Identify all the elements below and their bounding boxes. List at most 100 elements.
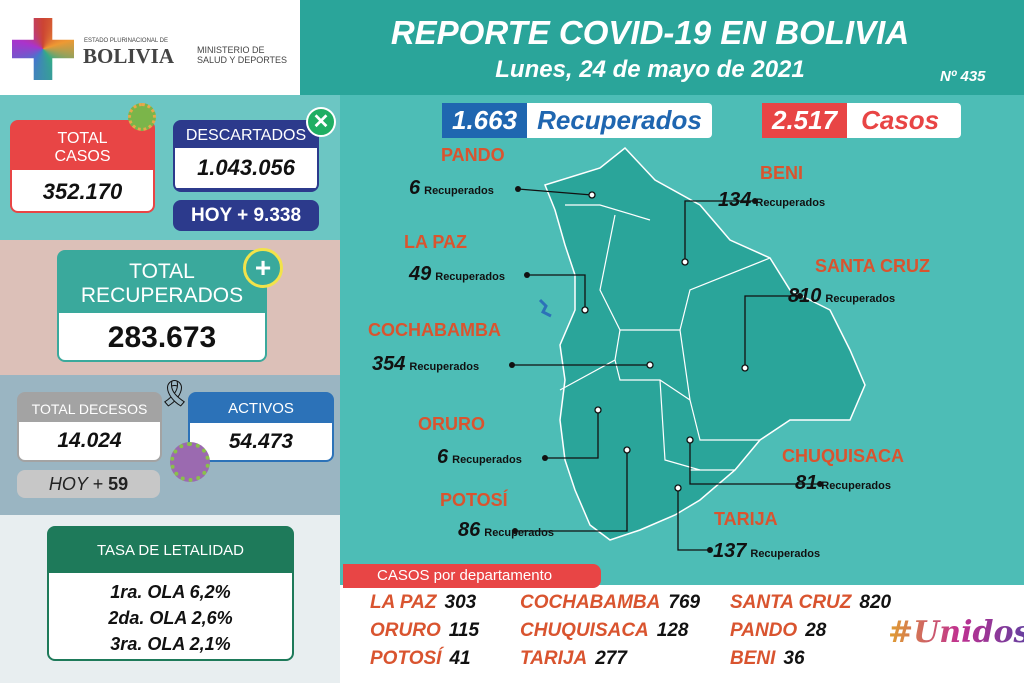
label: TASA DE LETALIDAD [97, 542, 244, 559]
dept-value: 36 [783, 648, 805, 669]
value: 2.517 [762, 103, 848, 138]
dept-name: PANDO [730, 620, 798, 641]
label: TOTAL [57, 130, 108, 147]
unidos-logo: #Unidos [888, 615, 1024, 650]
dept-name: COCHABAMBA [520, 592, 661, 613]
report-date: Lunes, 24 de mayo de 2021 [495, 56, 805, 83]
casos-row: TARIJA 277 [520, 648, 627, 670]
map-dept-name: COCHABAMBA [368, 320, 501, 340]
map-dept-value: 6 Recuperados [437, 446, 522, 469]
label: TOTAL [129, 260, 195, 283]
dept-value: 277 [595, 648, 627, 669]
casos-row: CHUQUISACA 128 [520, 620, 688, 642]
suffix: Recuperados [484, 527, 554, 539]
dept-value: 128 [656, 620, 689, 641]
dept-name: CHUQUISACA [520, 620, 649, 641]
label: HOY + [48, 474, 104, 494]
descartados-hoy: HOY + 9.338 [173, 200, 319, 231]
casos-row: SANTA CRUZ 820 [730, 592, 891, 614]
header-banner [300, 0, 1024, 95]
ministry-line1: MINISTERIO DE [197, 45, 265, 55]
dept-value: 41 [449, 648, 471, 669]
row: 1ra. OLA 6,2% [110, 582, 231, 602]
value: 352.170 [12, 170, 153, 211]
daily-recuperados: 1.663 Recuperados [442, 103, 712, 138]
label: ACTIVOS [228, 400, 294, 417]
bolivia-map-shape [544, 146, 866, 541]
value: 14.024 [19, 422, 160, 460]
label: Casos [861, 105, 940, 135]
label: RECUPERADOS [80, 284, 244, 307]
header-logo-area: ESTADO PLURINACIONAL DE BOLIVIA MINISTER… [0, 0, 300, 95]
suffix: Recuperados [821, 480, 891, 492]
map-dept-value: 49 Recuperados [409, 263, 505, 286]
casos-row: PANDO 28 [730, 620, 826, 642]
value: 283.673 [59, 313, 265, 360]
page-title: REPORTE COVID-19 EN BOLIVIA [390, 14, 910, 51]
casos-row: LA PAZ 303 [370, 592, 476, 614]
label: TOTAL DECESOS [31, 401, 148, 417]
total-casos-card: TOTAL CASOS 352.170 [10, 120, 155, 213]
map-dept-value: 810 Recuperados [788, 285, 895, 308]
map-dept-value: 81 Recuperados [795, 472, 891, 495]
map-dept-name: PANDO [441, 145, 505, 165]
value: 134 [718, 189, 752, 211]
map-dept-value: 86 Recuperados [458, 519, 554, 542]
total-recuperados-card: TOTAL RECUPERADOS 283.673 [57, 250, 267, 362]
value: 6 [409, 177, 421, 199]
mourning-ribbon-icon: 🎗 [158, 378, 192, 408]
dept-name: POTOSÍ [370, 648, 442, 669]
activos-card: ACTIVOS 54.473 [188, 392, 334, 462]
dept-value: 303 [444, 592, 477, 613]
label: DESCARTADOS [185, 127, 307, 144]
map-dept-name: TARIJA [714, 509, 778, 529]
virus-icon [170, 442, 210, 482]
dept-value: 820 [859, 592, 892, 613]
suffix: Recuperados [825, 293, 896, 305]
letalidad-rows: 1ra. OLA 6,2% 2da. OLA 2,6% 3ra. OLA 2,1… [49, 573, 292, 659]
casos-row: COCHABAMBA 769 [520, 592, 700, 614]
value: 354 [372, 353, 406, 375]
map-dept-value: 137 Recuperados [713, 540, 820, 563]
map-dept-value: 134 Recuperados [718, 189, 825, 212]
dept-name: SANTA CRUZ [730, 592, 852, 613]
letalidad-card: TASA DE LETALIDAD 1ra. OLA 6,2% 2da. OLA… [47, 526, 294, 661]
casos-row: POTOSÍ 41 [370, 648, 471, 670]
value: 6 [437, 446, 449, 468]
dept-value: 115 [448, 620, 480, 641]
value: 59 [108, 474, 129, 494]
daily-casos: 2.517 Casos [762, 103, 962, 138]
close-x-icon: ✕ [306, 107, 336, 137]
map-dept-value: 354 Recuperados [372, 353, 479, 376]
dept-value: 769 [668, 592, 701, 613]
suffix: Recuperados [750, 548, 821, 560]
descartados-card: DESCARTADOS 1.043.056 [173, 120, 319, 192]
ministry-line2: SALUD Y DEPORTES [197, 55, 288, 65]
suffix: Recuperados [755, 197, 826, 209]
label: CASOS [54, 148, 111, 165]
suffix: Recuperados [424, 185, 494, 197]
map-dept-name: CHUQUISACA [782, 446, 905, 466]
lake-titicaca [538, 298, 552, 318]
row: 3ra. OLA 2,1% [110, 634, 231, 654]
value: 1.663 [442, 103, 528, 138]
report-number: Nº 435 [940, 68, 986, 85]
map-dept-name: POTOSÍ [440, 490, 508, 510]
total-decesos-card: TOTAL DECESOS 14.024 [17, 392, 162, 462]
map-dept-name: BENI [760, 163, 804, 183]
dept-name: ORURO [370, 620, 441, 641]
suffix: Recuperados [452, 454, 522, 466]
label: Recuperados [537, 105, 702, 135]
dept-name: BENI [730, 648, 776, 669]
value: 86 [458, 519, 481, 541]
casos-row: ORURO 115 [370, 620, 479, 642]
casos-section [340, 585, 1024, 683]
value: 49 [409, 263, 432, 285]
org-small: ESTADO PLURINACIONAL DE [84, 38, 169, 44]
dept-name: LA PAZ [370, 592, 437, 613]
plus-icon: + [243, 248, 283, 288]
value: 1.043.056 [175, 148, 317, 188]
casos-row: BENI 36 [730, 648, 805, 670]
decesos-hoy: HOY + 59 [17, 470, 160, 498]
row: 2da. OLA 2,6% [108, 608, 233, 628]
